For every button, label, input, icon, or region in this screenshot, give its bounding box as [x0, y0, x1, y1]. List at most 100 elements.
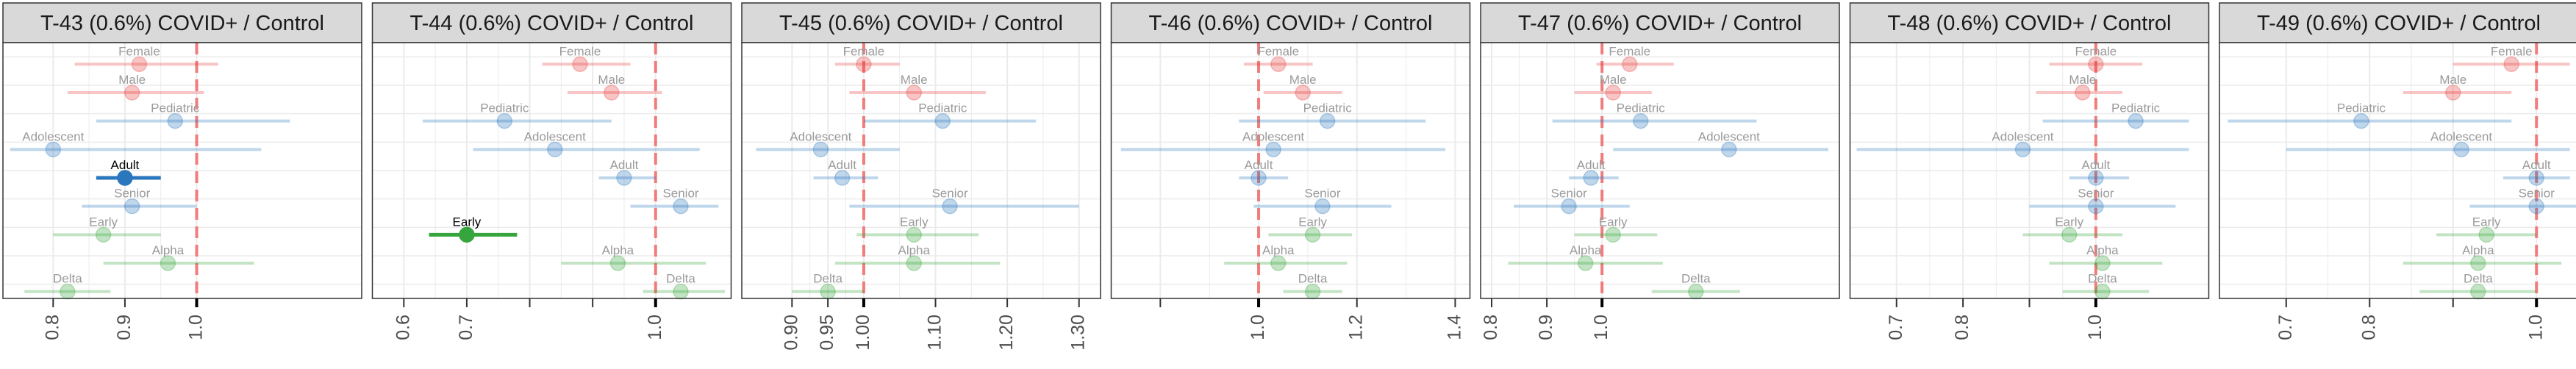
point-label-female: Female	[843, 44, 885, 58]
x-tick-label: 1.0	[2085, 315, 2105, 340]
point-estimate-male	[2445, 85, 2461, 101]
point-label-adult: Adult	[610, 158, 639, 172]
point-estimate-early	[906, 226, 922, 243]
point-estimate-senior	[124, 198, 140, 215]
point-label-alpha: Alpha	[1570, 243, 1602, 257]
point-estimate-female	[856, 56, 872, 73]
x-tick-label: 0.8	[1952, 315, 1972, 340]
x-tick-label: 0.90	[781, 315, 801, 351]
point-label-senior: Senior	[114, 187, 150, 201]
facet-title: T-47 (0.6%) COVID+ / Control	[1518, 12, 1802, 35]
point-estimate-adolescent	[2453, 141, 2469, 158]
facet-panel: T-45 (0.6%) COVID+ / Control Female Male Pe…	[741, 2, 1101, 351]
point-estimate-pediatric	[934, 112, 951, 129]
x-tick-label: 0.7	[1886, 315, 1906, 340]
point-label-male: Male	[1289, 73, 1317, 87]
point-estimate-adult	[117, 170, 133, 186]
point-estimate-delta	[60, 283, 76, 300]
point-label-early: Early	[1599, 215, 1628, 229]
point-estimate-adolescent	[1265, 141, 1281, 158]
point-label-pediatric: Pediatric	[1303, 101, 1353, 115]
facet-title: T-44 (0.6%) COVID+ / Control	[410, 12, 694, 35]
facet-title: T-45 (0.6%) COVID+ / Control	[779, 12, 1063, 35]
facet-title: T-48 (0.6%) COVID+ / Control	[1888, 12, 2172, 35]
point-label-delta: Delta	[1298, 272, 1328, 286]
point-label-senior: Senior	[1304, 187, 1340, 201]
point-label-adolescent: Adolescent	[524, 129, 586, 143]
facet-strip	[2219, 2, 2576, 43]
x-tick-label: 1.0	[186, 315, 207, 340]
point-estimate-early	[2478, 226, 2494, 243]
facet-title: T-49 (0.6%) COVID+ / Control	[2257, 12, 2541, 35]
facet-panel: T-43 (0.6%) COVID+ / Control Female Male Pe…	[2, 2, 362, 340]
point-label-senior: Senior	[931, 187, 967, 201]
facet-strip	[2, 2, 362, 43]
facet-strip	[371, 2, 732, 43]
x-tick-label: 0.7	[2275, 315, 2296, 340]
facet-panel: T-49 (0.6%) COVID+ / Control Female Male Pe…	[2219, 2, 2576, 340]
point-estimate-pediatric	[2128, 112, 2144, 129]
point-estimate-adult	[616, 170, 632, 186]
point-estimate-early	[2061, 226, 2078, 243]
point-estimate-female	[1621, 56, 1638, 73]
point-estimate-senior	[2528, 198, 2545, 215]
point-estimate-senior	[1561, 198, 1577, 215]
point-estimate-adolescent	[2014, 141, 2031, 158]
point-estimate-early	[1605, 226, 1621, 243]
point-label-adult: Adult	[828, 158, 856, 172]
x-tick-label: 1.20	[996, 315, 1017, 351]
point-estimate-delta	[2094, 283, 2111, 300]
point-estimate-alpha	[1270, 255, 1287, 271]
point-label-early: Early	[900, 215, 929, 229]
point-estimate-early	[1304, 226, 1321, 243]
point-label-delta: Delta	[813, 272, 842, 286]
point-estimate-senior	[2088, 198, 2104, 215]
point-estimate-adolescent	[1721, 141, 1737, 158]
point-label-delta: Delta	[2464, 272, 2493, 286]
point-label-delta: Delta	[2088, 272, 2117, 286]
point-estimate-pediatric	[1319, 112, 1336, 129]
point-estimate-alpha	[2094, 255, 2111, 271]
point-estimate-alpha	[160, 255, 176, 271]
point-label-alpha: Alpha	[2086, 243, 2119, 257]
point-label-senior: Senior	[662, 187, 698, 201]
point-estimate-pediatric	[2353, 112, 2369, 129]
point-label-male: Male	[1600, 73, 1627, 87]
point-estimate-delta	[1304, 283, 1321, 300]
x-tick-label: 1.10	[925, 315, 945, 351]
point-estimate-pediatric	[167, 112, 183, 129]
point-estimate-male	[1605, 85, 1621, 101]
facet-title: T-43 (0.6%) COVID+ / Control	[40, 12, 324, 35]
panel-border	[371, 42, 732, 299]
point-estimate-alpha	[609, 255, 626, 271]
point-label-pediatric: Pediatric	[480, 101, 529, 115]
point-estimate-early	[459, 226, 475, 243]
point-estimate-pediatric	[496, 112, 513, 129]
point-label-pediatric: Pediatric	[918, 101, 967, 115]
point-estimate-female	[2503, 56, 2519, 73]
point-label-early: Early	[89, 215, 118, 229]
point-label-male: Male	[2439, 73, 2466, 87]
point-estimate-adolescent	[812, 141, 829, 158]
x-tick-label: 0.6	[393, 315, 413, 340]
point-label-alpha: Alpha	[152, 243, 185, 257]
point-label-male: Male	[118, 73, 146, 87]
x-tick-label: 0.8	[2358, 315, 2379, 340]
point-estimate-delta	[673, 283, 689, 300]
facet-strip	[1849, 2, 2210, 43]
point-label-delta: Delta	[53, 272, 82, 286]
point-label-delta: Delta	[1681, 272, 1711, 286]
point-estimate-adolescent	[45, 141, 62, 158]
point-estimate-senior	[1314, 198, 1331, 215]
point-label-delta: Delta	[666, 272, 695, 286]
point-estimate-female	[572, 56, 588, 73]
point-estimate-female	[2088, 56, 2104, 73]
point-label-alpha: Alpha	[898, 243, 930, 257]
x-tick-label: 0.9	[1536, 315, 1556, 340]
point-label-female: Female	[2075, 44, 2117, 58]
point-estimate-male	[906, 85, 922, 101]
point-label-adolescent: Adolescent	[1698, 129, 1760, 143]
point-estimate-female	[1270, 56, 1287, 73]
